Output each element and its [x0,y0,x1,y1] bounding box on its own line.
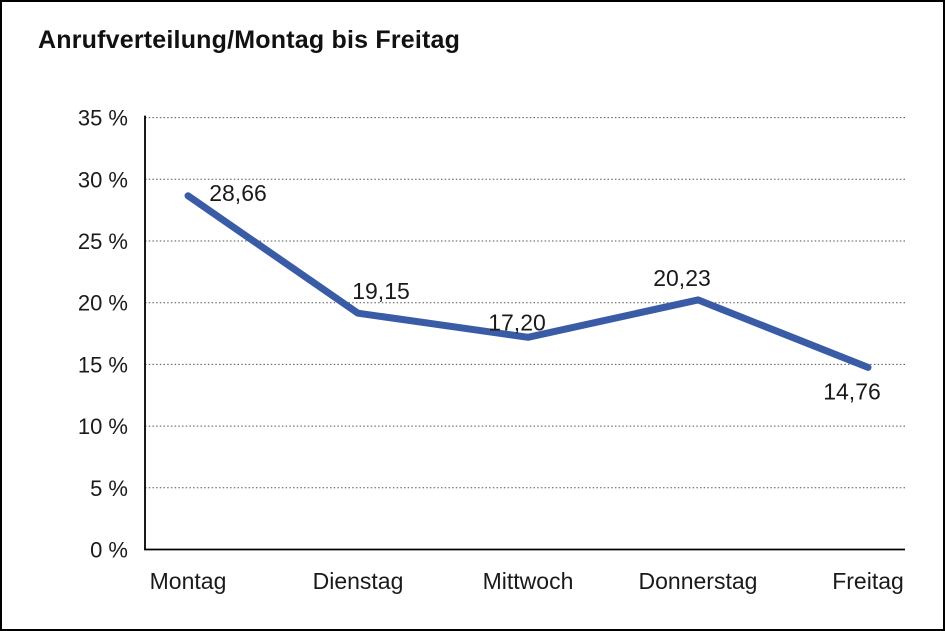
x-category-label-4: Freitag [832,568,904,594]
data-point-label-3: 20,23 [653,265,711,291]
data-point-label-0: 28,66 [209,180,267,206]
data-point-label-4: 14,76 [823,378,881,404]
y-tick-label-5: 5 % [90,476,128,501]
x-category-label-0: Montag [150,568,227,594]
y-tick-label-10: 10 % [78,414,128,439]
x-category-label-2: Mittwoch [483,568,574,594]
data-point-label-2: 17,20 [488,309,546,335]
y-tick-label-25: 25 % [78,229,128,254]
chart-title: Anrufverteilung/Montag bis Freitag [38,26,461,54]
x-category-label-3: Donnerstag [639,568,758,594]
y-tick-label-35: 35 % [78,106,128,131]
y-tick-label-0: 0 % [90,538,128,563]
y-tick-label-30: 30 % [78,167,128,192]
data-point-label-1: 19,15 [352,278,410,304]
x-category-label-1: Dienstag [313,568,404,594]
data-series-line [184,192,872,371]
y-tick-label-20: 20 % [78,291,128,316]
y-tick-label-15: 15 % [78,352,128,377]
